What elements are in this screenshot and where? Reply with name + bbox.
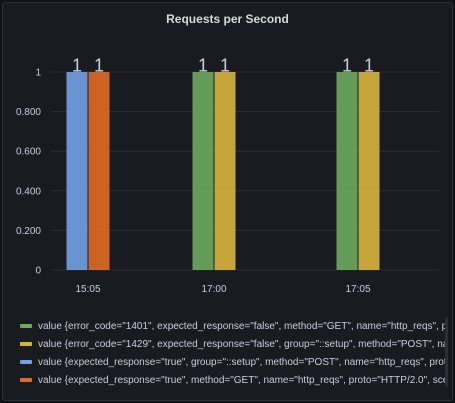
bar xyxy=(336,72,358,270)
y-tick-label: 0.200 xyxy=(16,226,41,237)
legend-swatch xyxy=(20,324,32,328)
legend-scrollbar[interactable] xyxy=(445,317,448,387)
bar xyxy=(66,72,88,270)
panel-title[interactable]: Requests per Second xyxy=(166,12,289,26)
bar xyxy=(214,72,236,270)
y-tick-label: 0.600 xyxy=(16,147,41,158)
legend-item-post-setup[interactable]: value {expected_response="true", group="… xyxy=(20,353,446,371)
y-tick-label: 0.800 xyxy=(16,107,41,118)
bar-value-label: 1 xyxy=(220,56,230,76)
bar-value-label: 1 xyxy=(342,56,352,76)
legend-label: value {error_code="1401", expected_respo… xyxy=(38,320,446,332)
legend-item-error-1401[interactable]: value {error_code="1401", expected_respo… xyxy=(20,317,446,335)
bar xyxy=(88,72,110,270)
legend-item-error-1429[interactable]: value {error_code="1429", expected_respo… xyxy=(20,335,446,353)
y-tick-label: 0.400 xyxy=(16,186,41,197)
y-tick-label: 0 xyxy=(35,266,41,277)
y-tick-label: 1 xyxy=(35,68,41,79)
bar xyxy=(358,72,380,270)
x-tick-label: 15:05 xyxy=(75,284,100,295)
legend-label: value {expected_response="true", method=… xyxy=(38,374,446,386)
bar-value-label: 1 xyxy=(198,56,208,76)
legend-swatch xyxy=(20,342,32,346)
legend: value {error_code="1401", expected_respo… xyxy=(20,317,446,389)
legend-swatch xyxy=(20,378,32,382)
x-tick-label: 17:00 xyxy=(201,284,226,295)
bar xyxy=(192,72,214,270)
bar-value-label: 1 xyxy=(72,56,82,76)
bar-value-label: 1 xyxy=(364,56,374,76)
legend-swatch xyxy=(20,360,32,364)
legend-label: value {error_code="1429", expected_respo… xyxy=(38,338,446,350)
legend-label: value {expected_response="true", group="… xyxy=(38,356,446,368)
legend-item-get-http2[interactable]: value {expected_response="true", method=… xyxy=(20,371,446,389)
bar-value-label: 1 xyxy=(94,56,104,76)
x-tick-label: 17:05 xyxy=(345,284,370,295)
